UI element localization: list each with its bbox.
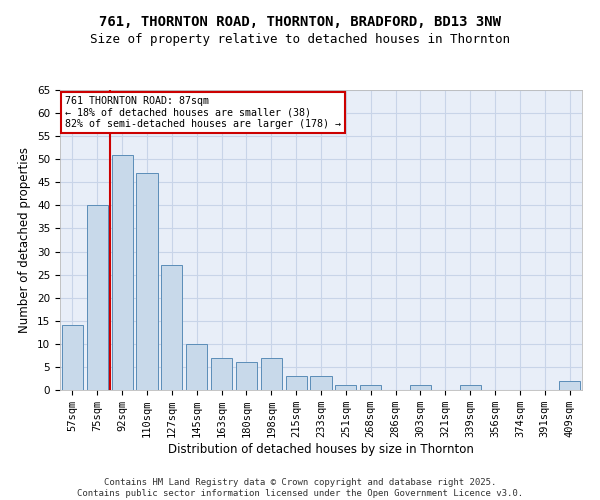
Text: Size of property relative to detached houses in Thornton: Size of property relative to detached ho…: [90, 32, 510, 46]
Bar: [335, 386, 356, 390]
Bar: [286, 376, 307, 390]
Bar: [236, 362, 257, 390]
Bar: [136, 173, 158, 390]
Bar: [62, 326, 83, 390]
Text: Contains HM Land Registry data © Crown copyright and database right 2025.
Contai: Contains HM Land Registry data © Crown c…: [77, 478, 523, 498]
Bar: [360, 386, 381, 390]
Bar: [559, 381, 580, 390]
Bar: [261, 358, 282, 390]
Y-axis label: Number of detached properties: Number of detached properties: [19, 147, 31, 333]
Bar: [410, 386, 431, 390]
Bar: [211, 358, 232, 390]
Text: 761, THORNTON ROAD, THORNTON, BRADFORD, BD13 3NW: 761, THORNTON ROAD, THORNTON, BRADFORD, …: [99, 15, 501, 29]
Bar: [310, 376, 332, 390]
Bar: [112, 154, 133, 390]
X-axis label: Distribution of detached houses by size in Thornton: Distribution of detached houses by size …: [168, 443, 474, 456]
Bar: [186, 344, 207, 390]
Bar: [161, 266, 182, 390]
Bar: [87, 206, 108, 390]
Text: 761 THORNTON ROAD: 87sqm
← 18% of detached houses are smaller (38)
82% of semi-d: 761 THORNTON ROAD: 87sqm ← 18% of detach…: [65, 96, 341, 129]
Bar: [460, 386, 481, 390]
